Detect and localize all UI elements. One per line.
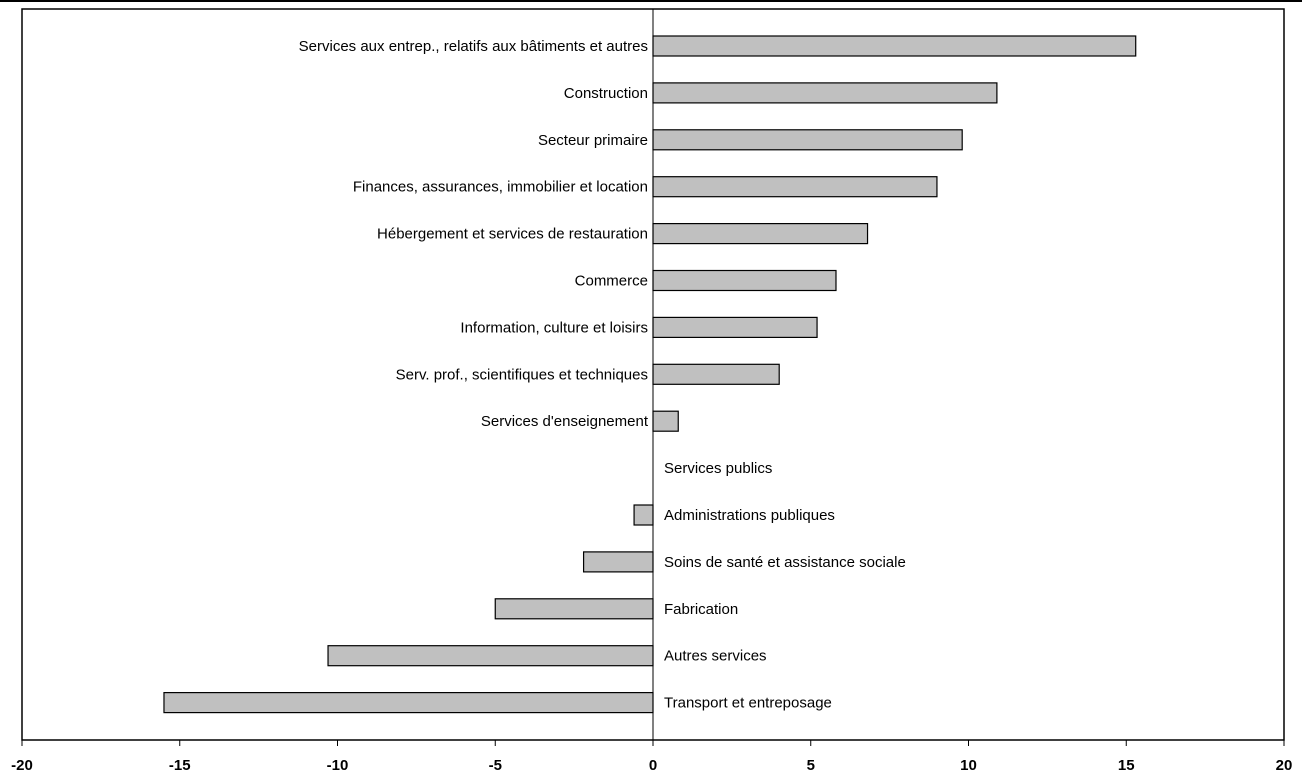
bar-11	[582, 551, 654, 573]
category-label-0: Services aux entrep., relatifs aux bâtim…	[299, 38, 648, 55]
bar-8	[652, 410, 679, 432]
x-tick-label-8: 20	[1276, 757, 1293, 774]
category-label-13: Autres services	[664, 648, 767, 665]
bar-5	[652, 269, 837, 292]
category-label-9: Services publics	[664, 460, 772, 477]
bar-1	[652, 82, 998, 104]
x-axis-ticks-group: -20 -15 -10 -5 0 5 10 15 20	[11, 740, 1292, 774]
x-tick-label-7: 15	[1118, 757, 1135, 774]
bars-group	[163, 35, 1137, 714]
bar-2	[652, 129, 963, 151]
category-label-5: Commerce	[575, 273, 648, 290]
category-label-1: Construction	[564, 85, 648, 102]
bar-7	[652, 363, 780, 385]
bar-12	[494, 598, 654, 620]
category-label-4: Hébergement et services de restauration	[377, 226, 648, 243]
bar-3	[652, 176, 938, 198]
bar-14	[163, 691, 654, 714]
bar-4	[652, 223, 869, 245]
x-tick-label-0: -20	[11, 757, 33, 774]
category-label-8: Services d'enseignement	[481, 413, 649, 430]
bar-13	[327, 645, 654, 667]
category-labels-group: Services aux entrep., relatifs aux bâtim…	[299, 38, 906, 712]
category-label-2: Secteur primaire	[538, 132, 648, 149]
category-label-7: Serv. prof., scientifiques et techniques	[396, 366, 648, 383]
category-label-10: Administrations publiques	[664, 507, 835, 524]
category-label-12: Fabrication	[664, 601, 738, 618]
x-tick-label-6: 10	[960, 757, 977, 774]
x-tick-label-3: -5	[489, 757, 502, 774]
category-label-3: Finances, assurances, immobilier et loca…	[353, 179, 648, 196]
bar-10	[633, 504, 654, 526]
category-label-6: Information, culture et loisirs	[460, 319, 648, 336]
category-label-11: Soins de santé et assistance sociale	[664, 554, 906, 571]
bar-0	[652, 35, 1137, 57]
bar-6	[652, 316, 818, 338]
x-tick-label-5: 5	[807, 757, 815, 774]
x-tick-label-1: -15	[169, 757, 191, 774]
x-tick-label-2: -10	[327, 757, 349, 774]
category-label-14: Transport et entreposage	[664, 695, 832, 712]
x-tick-label-4: 0	[649, 757, 657, 774]
